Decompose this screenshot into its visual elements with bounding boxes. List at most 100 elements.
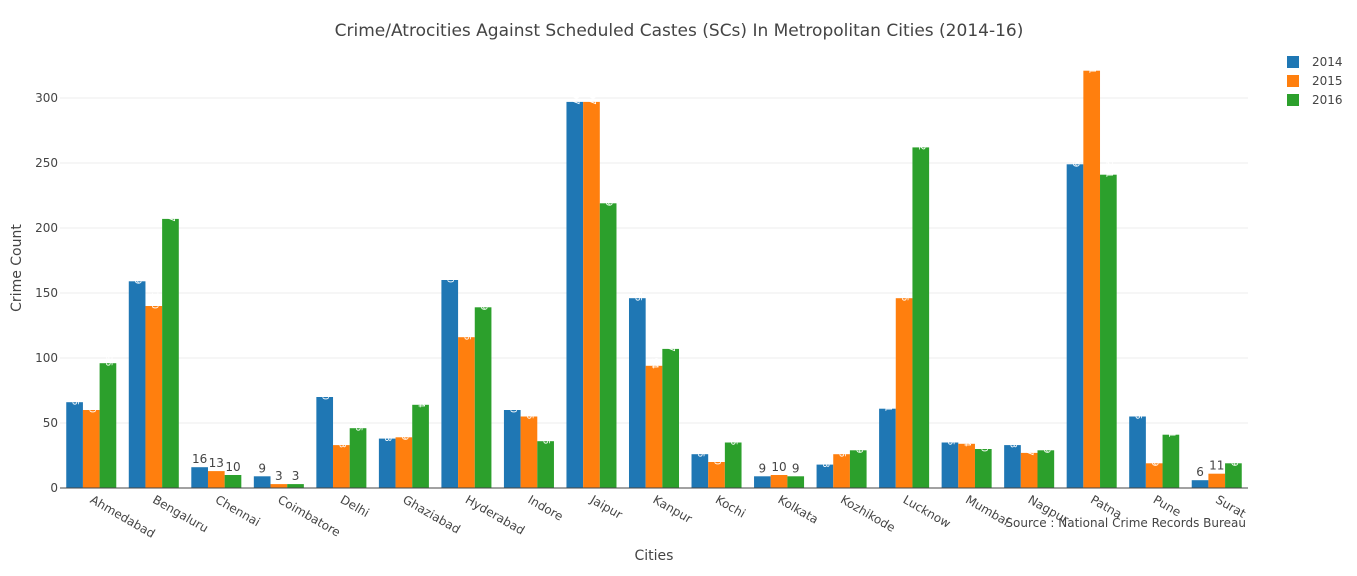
x-tick-label: Mumbai: [963, 492, 1012, 528]
bar[interactable]: [1145, 463, 1163, 488]
bar[interactable]: [349, 428, 367, 488]
bar-data-label: 116: [461, 323, 471, 340]
bar[interactable]: [207, 471, 225, 488]
bar-data-label: 219: [603, 189, 613, 206]
legend-swatch[interactable]: [1287, 94, 1299, 106]
bar[interactable]: [1208, 473, 1226, 488]
bar[interactable]: [537, 441, 554, 488]
bar[interactable]: [754, 476, 771, 488]
bar[interactable]: [724, 442, 742, 489]
bar[interactable]: [378, 438, 396, 488]
bar[interactable]: [941, 442, 959, 489]
x-tick-label: Lucknow: [901, 492, 954, 530]
bar[interactable]: [912, 147, 930, 488]
bar[interactable]: [82, 410, 100, 488]
bar[interactable]: [316, 397, 334, 488]
bar[interactable]: [270, 484, 288, 488]
bar[interactable]: [458, 337, 475, 488]
bar[interactable]: [162, 218, 179, 488]
bar[interactable]: [99, 363, 117, 488]
x-tick-label: Delhi: [338, 492, 372, 520]
bar[interactable]: [412, 404, 429, 488]
bar[interactable]: [253, 476, 271, 488]
bar[interactable]: [849, 450, 867, 488]
legend[interactable]: 2014 2015 2016: [1287, 55, 1343, 107]
legend-label[interactable]: 2015: [1312, 74, 1343, 88]
bar[interactable]: [145, 306, 163, 488]
x-tick-label: Ahmedabad: [88, 492, 158, 540]
bar-data-label: 19: [1228, 455, 1238, 467]
bar-data-label: 3: [292, 469, 300, 483]
bar[interactable]: [879, 408, 896, 488]
bar[interactable]: [1191, 480, 1209, 488]
bar-data-label: 61: [882, 400, 892, 411]
bar[interactable]: [474, 307, 492, 488]
legend-swatch[interactable]: [1287, 56, 1299, 68]
bar[interactable]: [1037, 450, 1055, 488]
bar-data-label: 160: [445, 266, 455, 283]
bar[interactable]: [520, 416, 538, 489]
bar[interactable]: [583, 101, 600, 489]
bar-data-label: 262: [916, 133, 926, 150]
bar[interactable]: [1225, 463, 1242, 488]
bar[interactable]: [1100, 174, 1117, 488]
bar-data-label: 33: [1007, 437, 1017, 448]
bar[interactable]: [287, 484, 304, 488]
bar[interactable]: [708, 462, 725, 488]
bar[interactable]: [691, 454, 709, 488]
bar-data-label: 35: [945, 434, 955, 445]
bar[interactable]: [599, 203, 617, 489]
bar[interactable]: [395, 437, 413, 488]
bar[interactable]: [1020, 452, 1038, 488]
x-tick-label: Jaipur: [587, 492, 625, 522]
bar-data-label: 33: [336, 437, 346, 448]
bar[interactable]: [1004, 445, 1021, 488]
bar[interactable]: [191, 467, 208, 488]
legend-swatch[interactable]: [1287, 75, 1299, 87]
bar[interactable]: [128, 281, 146, 488]
bar[interactable]: [645, 365, 663, 488]
bar-data-label: 9: [258, 461, 266, 475]
x-tick-label: Bengaluru: [150, 492, 210, 535]
bar[interactable]: [974, 449, 992, 488]
bar-data-label: 146: [899, 284, 909, 301]
bar[interactable]: [958, 443, 975, 488]
bar[interactable]: [1083, 70, 1101, 488]
bar[interactable]: [224, 475, 242, 488]
x-tick-label: Ghaziabad: [400, 492, 462, 536]
bar[interactable]: [816, 464, 834, 488]
bar[interactable]: [566, 101, 584, 489]
bar-data-label: 30: [978, 441, 988, 453]
bar-data-label: 34: [962, 435, 972, 447]
y-tick-label: 300: [35, 91, 58, 105]
bar[interactable]: [503, 410, 521, 488]
bar-data-label: 36: [541, 433, 551, 445]
bar[interactable]: [1162, 434, 1180, 488]
bar[interactable]: [833, 454, 850, 488]
legend-label[interactable]: 2014: [1312, 55, 1343, 69]
bar-data-label: 140: [149, 292, 159, 309]
bar-data-label: 70: [320, 389, 330, 401]
x-tick-label: Kochi: [713, 492, 748, 520]
bar[interactable]: [66, 402, 83, 488]
x-tick-label: Chennai: [213, 492, 263, 529]
bar[interactable]: [441, 280, 459, 488]
y-tick-label: 250: [35, 156, 58, 170]
bar[interactable]: [333, 445, 350, 488]
bar-data-label: 35: [728, 434, 738, 445]
bar[interactable]: [1066, 164, 1084, 489]
x-tick-label: Kolkata: [776, 492, 821, 526]
grid-lines: [60, 97, 1248, 424]
bar-data-label: 29: [853, 442, 863, 454]
bar[interactable]: [787, 476, 805, 488]
bar[interactable]: [628, 298, 646, 488]
x-tick-label: Kozhikode: [838, 492, 898, 534]
bar-data-label: 27: [1024, 444, 1034, 455]
bar[interactable]: [662, 348, 680, 488]
y-tick-label: 0: [50, 481, 58, 495]
bar[interactable]: [1129, 416, 1146, 489]
bar[interactable]: [895, 298, 913, 488]
bar[interactable]: [770, 475, 788, 488]
legend-label[interactable]: 2016: [1312, 93, 1343, 107]
